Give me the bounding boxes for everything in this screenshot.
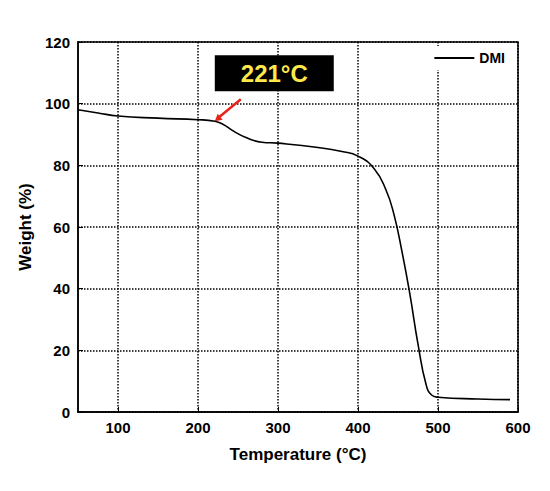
svg-text:40: 40 [53,280,70,297]
svg-text:20: 20 [53,342,70,359]
svg-text:200: 200 [185,419,210,436]
svg-text:Temperature (°C): Temperature (°C) [230,445,367,464]
svg-text:100: 100 [45,95,70,112]
svg-text:500: 500 [425,419,450,436]
svg-text:120: 120 [45,34,70,51]
svg-text:60: 60 [53,219,70,236]
svg-text:Weight (%): Weight (%) [16,183,35,271]
svg-text:300: 300 [265,419,290,436]
svg-text:221°C: 221°C [241,60,308,87]
svg-text:100: 100 [105,419,130,436]
svg-text:600: 600 [505,419,530,436]
svg-text:DMI: DMI [479,50,505,66]
svg-text:400: 400 [345,419,370,436]
svg-text:0: 0 [62,404,70,421]
svg-text:80: 80 [53,157,70,174]
